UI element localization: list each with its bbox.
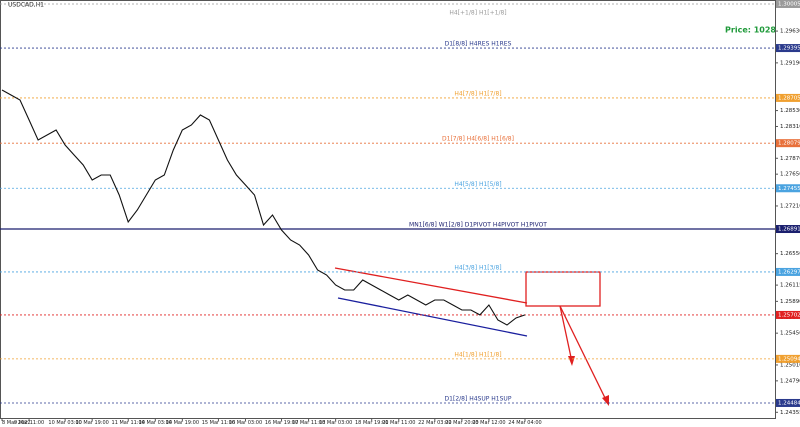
- x-tick-label: 22 Mar 03:00: [418, 420, 451, 426]
- x-tick-label: 23 Mar 12:00: [472, 420, 505, 426]
- y-tick-label: 1.29190: [780, 60, 800, 66]
- level-price-box: [776, 354, 800, 363]
- y-tick-label: 1.28530: [780, 108, 800, 114]
- x-tick-label: 21 Mar 11:00: [382, 420, 415, 426]
- price-annotation: Price: 1028: [725, 26, 776, 35]
- arrow-head-2: [602, 395, 609, 406]
- y-tick-label: 1.24355: [780, 410, 800, 416]
- level-name: D1[8/8] H4RES H1RES: [445, 41, 512, 48]
- arrow-2: [559, 305, 608, 403]
- level-name: H4[7/8] H1[7/8]: [454, 90, 501, 97]
- level-price-label: 1.25702: [778, 312, 800, 318]
- channel-bottom: [337, 297, 528, 337]
- plot-frame: [0, 0, 776, 419]
- x-tick-label: 8 Mar 2022: [2, 420, 31, 426]
- y-tick-label: 1.25010: [780, 362, 800, 368]
- level-price-box: [776, 225, 800, 234]
- y-tick-label: 1.26550: [780, 251, 800, 257]
- level-price-label: 1.26297: [778, 269, 800, 275]
- x-tick-label: 11 Mar 11:00: [112, 420, 145, 426]
- level-price-label: 1.27455: [778, 186, 800, 192]
- level-price-label: 1.26891: [778, 227, 800, 233]
- level-price-box: [776, 0, 800, 8]
- level-price-label: 1.28079: [778, 141, 800, 147]
- level-name: H4[+1/8] H1[+1/8]: [449, 9, 506, 16]
- level-price-label: 1.24484: [778, 400, 800, 406]
- level-name: MN1[6/8] W1[2/8] D1PIVOT H4PIVOT H1PIVOT: [409, 222, 547, 229]
- x-tick-label: 15 Mar 11:00: [202, 420, 235, 426]
- y-tick-label: 1.28310: [780, 124, 800, 130]
- level-name: D1[7/8] H4[6/8] H1[6/8]: [442, 136, 514, 143]
- y-tick-label: 1.27650: [780, 172, 800, 178]
- level-price-box: [776, 267, 800, 276]
- level-name: H4[1/8] H1[1/8]: [454, 351, 501, 358]
- x-tick-label: 16 Mar 03:00: [229, 420, 262, 426]
- y-tick-label: 1.29630: [780, 29, 800, 35]
- x-tick-label: 14 Mar 19:00: [166, 420, 199, 426]
- chart-title: USDCAD,H1: [8, 2, 44, 9]
- y-tick-label: 1.24790: [780, 378, 800, 384]
- x-tick-label: 22 Mar 20:00: [445, 420, 478, 426]
- y-tick-label: 1.26115: [780, 283, 800, 289]
- x-tick-label: 18 Mar 19:00: [355, 420, 388, 426]
- level-name: H4[3/8] H1[3/8]: [454, 264, 501, 271]
- x-tick-label: 16 Mar 19:00: [265, 420, 298, 426]
- level-price-box: [776, 398, 800, 407]
- target-zone: [525, 271, 601, 307]
- x-tick-label: 24 Mar 04:00: [508, 420, 541, 426]
- level-price-box: [776, 93, 800, 102]
- y-tick-label: 1.27870: [780, 156, 800, 162]
- level-price-label: 1.29395: [778, 46, 800, 52]
- y-tick-label: 1.25450: [780, 331, 800, 337]
- level-name: H4[5/8] H1[5/8]: [454, 181, 501, 188]
- level-price-box: [776, 184, 800, 193]
- x-tick-label: 17 Mar 11:00: [292, 420, 325, 426]
- x-tick-label: 18 Mar 03:00: [319, 420, 352, 426]
- y-tick-label: 1.25890: [780, 299, 800, 305]
- level-price-label: 1.25094: [778, 356, 800, 362]
- x-tick-label: 10 Mar 19:00: [75, 420, 108, 426]
- level-price-label: 1.30005: [778, 1, 800, 7]
- level-price-box: [776, 310, 800, 319]
- x-tick-label: 14 Mar 03:00: [139, 420, 172, 426]
- level-name: D1[2/8] H4SUP H1SUP: [445, 395, 512, 402]
- y-tick-label: 1.27210: [780, 203, 800, 209]
- x-tick-label: 9 Mar 11:00: [14, 420, 44, 426]
- channel-top: [334, 267, 528, 304]
- level-price-box: [776, 44, 800, 53]
- level-price-label: 1.28705: [778, 95, 800, 101]
- x-tick-label: 10 Mar 03:00: [48, 420, 81, 426]
- level-price-box: [776, 139, 800, 148]
- price-line: [1, 89, 526, 326]
